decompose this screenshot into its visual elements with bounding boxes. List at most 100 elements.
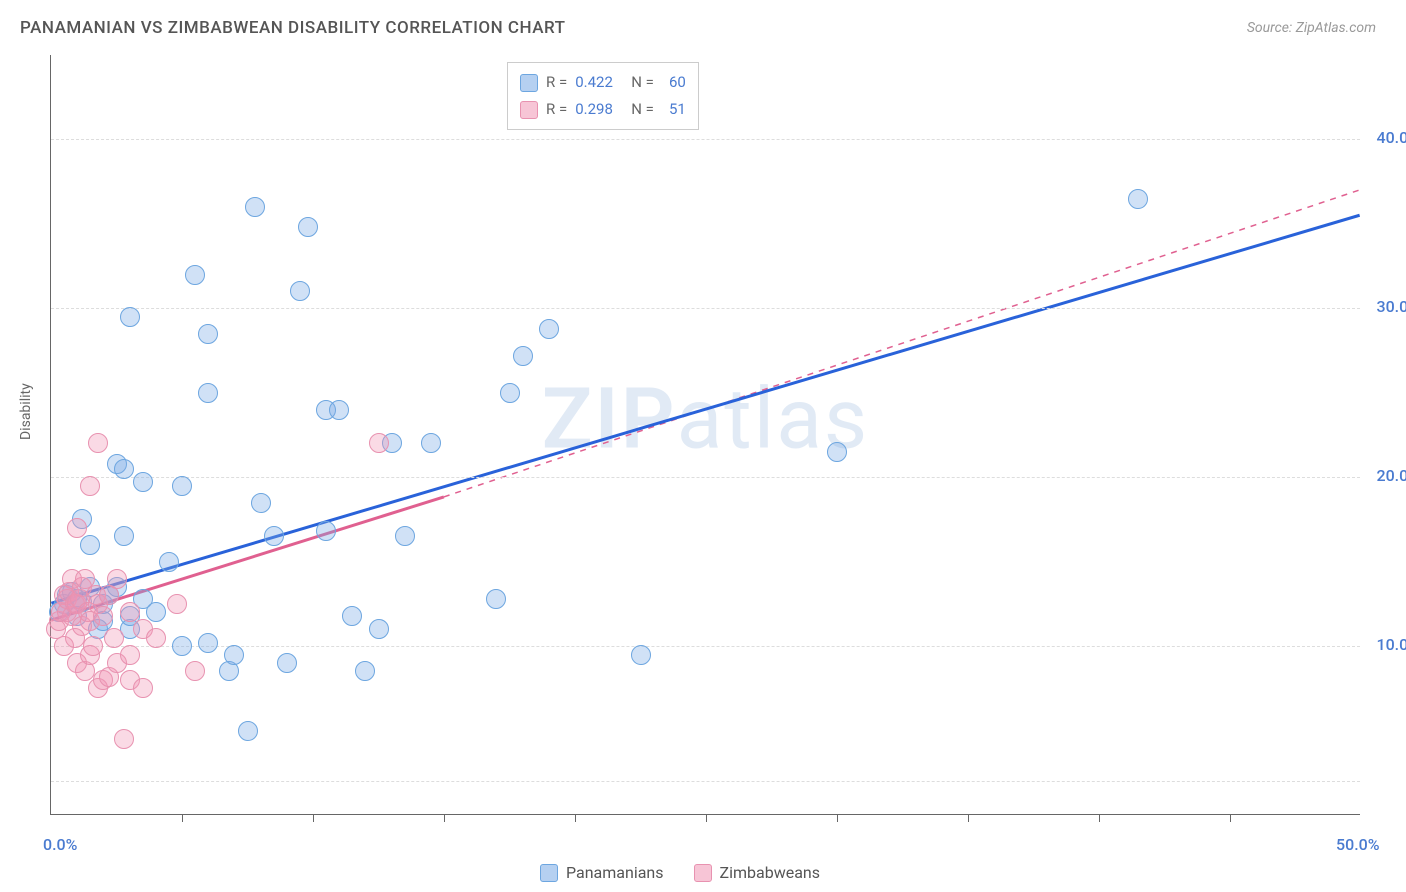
grid-line xyxy=(51,781,1360,782)
x-tick xyxy=(837,814,838,822)
scatter-point-panamanians xyxy=(395,526,415,546)
x-tick-label: 0.0% xyxy=(43,835,77,854)
x-tick xyxy=(706,814,707,822)
grid-line xyxy=(51,308,1360,309)
x-tick xyxy=(1099,814,1100,822)
scatter-point-panamanians xyxy=(245,197,265,217)
scatter-point-panamanians xyxy=(298,217,318,237)
scatter-point-zimbabweans xyxy=(80,476,100,496)
legend-r-value: 0.298 xyxy=(575,96,623,123)
legend-r-label: R = xyxy=(546,69,567,96)
scatter-point-zimbabweans xyxy=(167,594,187,614)
scatter-point-panamanians xyxy=(114,526,134,546)
scatter-point-zimbabweans xyxy=(114,729,134,749)
legend-row: R = 0.298 N = 51 xyxy=(520,96,686,123)
legend-series: Panamanians Zimbabweans xyxy=(540,863,820,882)
legend-series-item: Zimbabweans xyxy=(694,863,820,882)
scatter-point-panamanians xyxy=(80,535,100,555)
scatter-point-panamanians xyxy=(1128,189,1148,209)
scatter-point-panamanians xyxy=(486,589,506,609)
scatter-point-panamanians xyxy=(198,324,218,344)
scatter-point-zimbabweans xyxy=(104,628,124,648)
legend-series-label: Zimbabweans xyxy=(720,863,820,882)
watermark-zip: ZIP xyxy=(542,370,677,469)
y-tick-label: 30.0% xyxy=(1376,297,1406,316)
scatter-point-panamanians xyxy=(277,653,297,673)
plot-area: ZIPatlas 10.0%20.0%30.0%40.0%0.0%50.0% xyxy=(50,55,1360,815)
x-tick xyxy=(575,814,576,822)
scatter-point-panamanians xyxy=(500,383,520,403)
scatter-point-panamanians xyxy=(539,319,559,339)
scatter-point-zimbabweans xyxy=(75,661,95,681)
scatter-point-panamanians xyxy=(198,383,218,403)
scatter-point-panamanians xyxy=(421,433,441,453)
scatter-point-zimbabweans xyxy=(120,645,140,665)
legend-swatch-icon xyxy=(520,74,538,92)
x-tick-label: 50.0% xyxy=(1336,835,1380,854)
x-tick xyxy=(313,814,314,822)
legend-correlation-box: R = 0.422 N = 60 R = 0.298 N = 51 xyxy=(507,62,699,130)
y-axis-label: Disability xyxy=(18,383,34,440)
legend-n-value: 51 xyxy=(662,96,686,123)
grid-line xyxy=(51,477,1360,478)
plot-svg xyxy=(51,55,1360,814)
scatter-point-zimbabweans xyxy=(107,569,127,589)
scatter-point-panamanians xyxy=(329,400,349,420)
scatter-point-zimbabweans xyxy=(93,606,113,626)
scatter-point-panamanians xyxy=(120,307,140,327)
y-tick-label: 20.0% xyxy=(1376,466,1406,485)
scatter-point-panamanians xyxy=(146,602,166,622)
y-tick-label: 10.0% xyxy=(1376,635,1406,654)
legend-r-label: R = xyxy=(546,96,567,123)
grid-line xyxy=(51,139,1360,140)
chart-container: PANAMANIAN VS ZIMBABWEAN DISABILITY CORR… xyxy=(0,0,1406,892)
scatter-point-panamanians xyxy=(172,636,192,656)
scatter-point-panamanians xyxy=(159,552,179,572)
scatter-point-zimbabweans xyxy=(83,636,103,656)
watermark: ZIPatlas xyxy=(542,370,870,469)
scatter-point-panamanians xyxy=(342,606,362,626)
scatter-point-panamanians xyxy=(133,472,153,492)
y-tick-label: 40.0% xyxy=(1376,128,1406,147)
scatter-point-panamanians xyxy=(355,661,375,681)
legend-swatch-icon xyxy=(694,864,712,882)
scatter-point-zimbabweans xyxy=(67,518,87,538)
trend-line xyxy=(444,190,1360,497)
scatter-point-panamanians xyxy=(219,661,239,681)
chart-title: PANAMANIAN VS ZIMBABWEAN DISABILITY CORR… xyxy=(20,18,566,38)
scatter-point-panamanians xyxy=(224,645,244,665)
legend-r-value: 0.422 xyxy=(575,69,623,96)
x-tick xyxy=(182,814,183,822)
x-tick xyxy=(1230,814,1231,822)
scatter-point-panamanians xyxy=(114,459,134,479)
legend-series-label: Panamanians xyxy=(566,863,664,882)
legend-row: R = 0.422 N = 60 xyxy=(520,69,686,96)
scatter-point-panamanians xyxy=(513,346,533,366)
scatter-point-panamanians xyxy=(172,476,192,496)
legend-n-label: N = xyxy=(631,96,654,123)
source-attribution: Source: ZipAtlas.com xyxy=(1247,20,1376,36)
scatter-point-panamanians xyxy=(185,265,205,285)
scatter-point-panamanians xyxy=(369,619,389,639)
scatter-point-panamanians xyxy=(827,442,847,462)
scatter-point-zimbabweans xyxy=(369,433,389,453)
legend-series-item: Panamanians xyxy=(540,863,664,882)
scatter-point-zimbabweans xyxy=(88,433,108,453)
legend-swatch-icon xyxy=(540,864,558,882)
scatter-point-panamanians xyxy=(251,493,271,513)
legend-n-value: 60 xyxy=(662,69,686,96)
scatter-point-panamanians xyxy=(631,645,651,665)
x-tick xyxy=(968,814,969,822)
legend-n-label: N = xyxy=(631,69,654,96)
grid-line xyxy=(51,646,1360,647)
scatter-point-zimbabweans xyxy=(120,602,140,622)
scatter-point-panamanians xyxy=(290,281,310,301)
scatter-point-zimbabweans xyxy=(146,628,166,648)
x-tick xyxy=(444,814,445,822)
legend-swatch-icon xyxy=(520,101,538,119)
scatter-point-panamanians xyxy=(238,721,258,741)
scatter-point-zimbabweans xyxy=(133,678,153,698)
scatter-point-panamanians xyxy=(198,633,218,653)
scatter-point-zimbabweans xyxy=(185,661,205,681)
trend-line xyxy=(51,215,1359,603)
